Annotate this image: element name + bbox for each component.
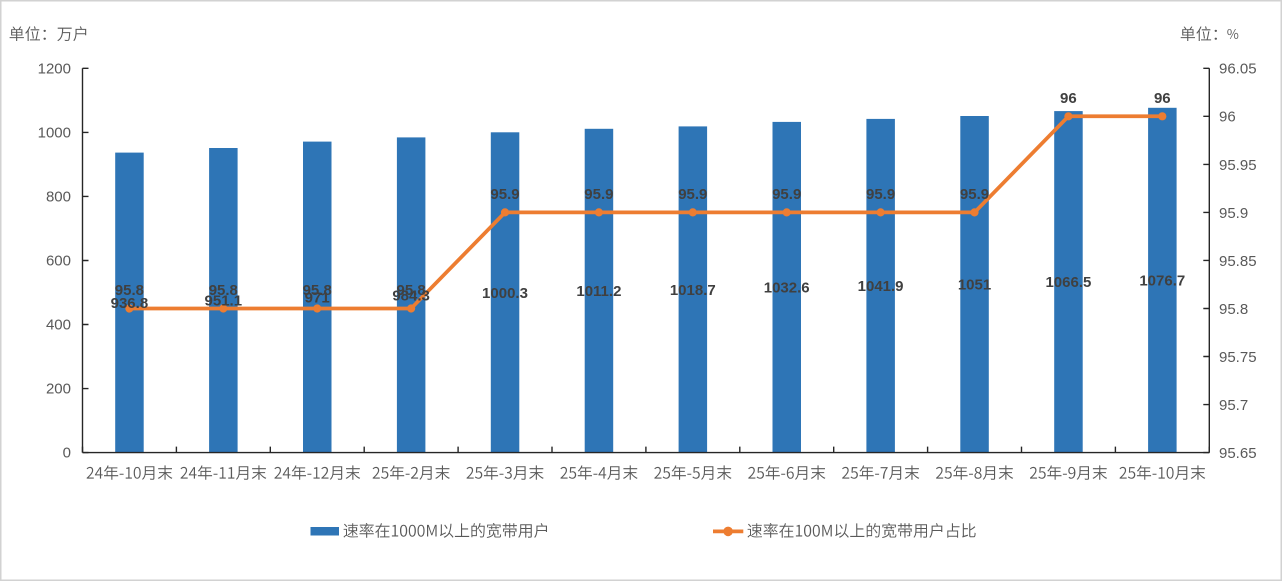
svg-text:0: 0 [63, 445, 71, 462]
svg-text:800: 800 [46, 189, 71, 206]
svg-text:1000: 1000 [38, 125, 71, 142]
svg-text:1000.3: 1000.3 [482, 285, 528, 302]
svg-text:95.85: 95.85 [1219, 253, 1257, 270]
svg-text:95.9: 95.9 [584, 186, 613, 203]
svg-text:95.9: 95.9 [960, 186, 989, 203]
svg-text:971: 971 [305, 290, 330, 307]
svg-text:96: 96 [1219, 109, 1236, 126]
svg-text:96.05: 96.05 [1219, 61, 1257, 78]
svg-text:95.7: 95.7 [1219, 397, 1248, 414]
svg-text:1018.7: 1018.7 [670, 282, 716, 299]
svg-text:95.9: 95.9 [490, 186, 519, 203]
svg-text:95.8: 95.8 [1219, 301, 1248, 318]
svg-text:95.75: 95.75 [1219, 349, 1257, 366]
svg-text:95.9: 95.9 [678, 186, 707, 203]
svg-text:951.1: 951.1 [205, 293, 243, 310]
svg-text:1041.9: 1041.9 [858, 278, 904, 295]
svg-text:984.3: 984.3 [392, 287, 430, 304]
svg-text:1076.7: 1076.7 [1139, 273, 1185, 290]
svg-text:1051: 1051 [958, 277, 991, 294]
svg-text:1066.5: 1066.5 [1045, 274, 1091, 291]
svg-text:95.95: 95.95 [1219, 157, 1257, 174]
svg-text:400: 400 [46, 317, 71, 334]
svg-text:936.8: 936.8 [111, 295, 149, 312]
svg-text:96: 96 [1154, 90, 1171, 107]
svg-text:95.9: 95.9 [866, 186, 895, 203]
svg-text:1200: 1200 [38, 60, 71, 77]
svg-text:96: 96 [1060, 90, 1077, 107]
svg-text:600: 600 [46, 253, 71, 270]
svg-text:95.8: 95.8 [396, 282, 425, 299]
svg-text:95.8: 95.8 [303, 282, 332, 299]
svg-text:1011.2: 1011.2 [576, 283, 621, 300]
svg-text:95.65: 95.65 [1219, 445, 1257, 462]
svg-text:95.8: 95.8 [115, 282, 144, 299]
svg-text:95.9: 95.9 [1219, 205, 1248, 222]
svg-text:1032.6: 1032.6 [764, 280, 810, 297]
svg-text:95.8: 95.8 [209, 282, 238, 299]
svg-text:200: 200 [46, 381, 71, 398]
svg-text:95.9: 95.9 [772, 186, 801, 203]
